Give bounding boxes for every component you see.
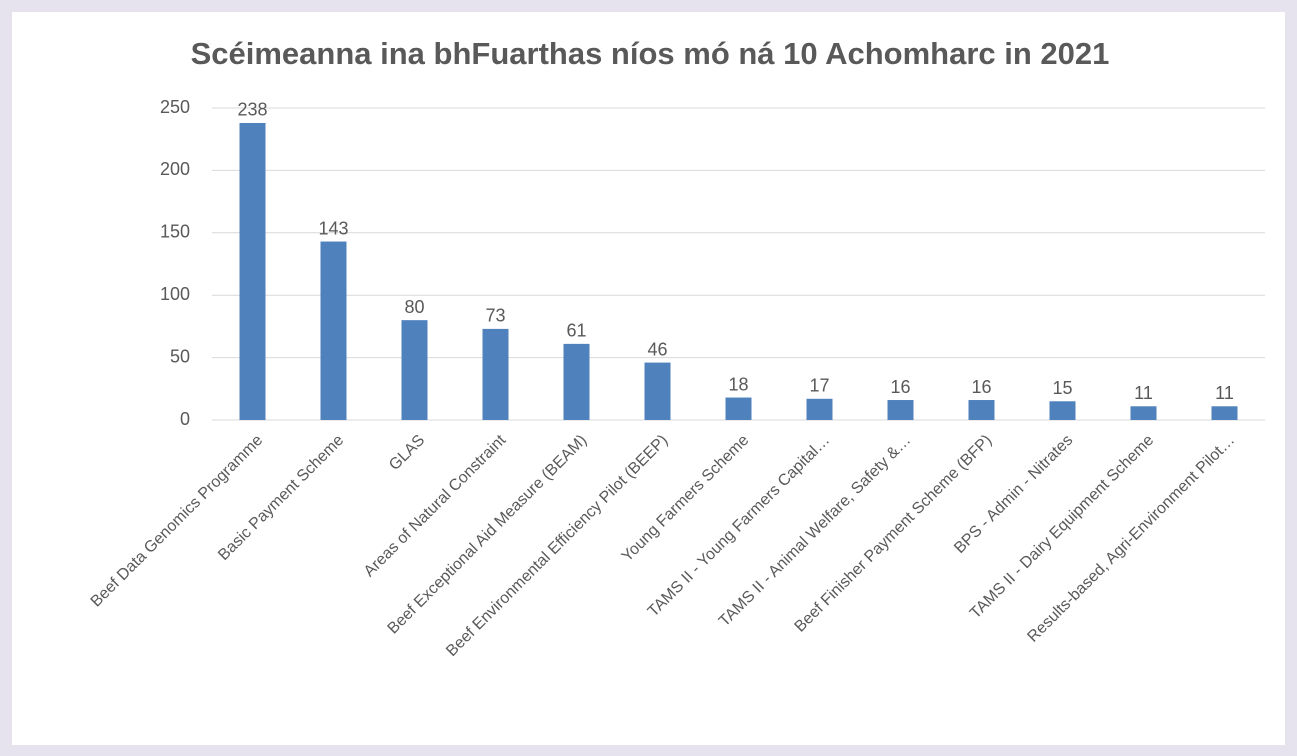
bar — [725, 397, 752, 420]
bar — [806, 398, 833, 420]
data-label: 73 — [485, 306, 505, 326]
y-tick-label: 50 — [170, 346, 190, 366]
data-label: 15 — [1052, 378, 1072, 398]
data-label: 11 — [1215, 383, 1234, 403]
data-label: 61 — [566, 321, 586, 341]
y-tick-label: 250 — [160, 97, 190, 117]
data-label: 17 — [809, 376, 829, 396]
chart-title: Scéimeanna ina bhFuarthas níos mó ná 10 … — [191, 36, 1110, 71]
data-label: 18 — [728, 374, 748, 394]
y-tick-label: 0 — [180, 409, 190, 429]
data-label: 143 — [318, 218, 348, 238]
bar — [401, 320, 428, 420]
data-label: 80 — [404, 297, 424, 317]
bar — [1211, 406, 1238, 420]
bar — [563, 343, 590, 420]
y-tick-label: 100 — [160, 284, 190, 304]
y-tick-label: 200 — [160, 159, 190, 179]
bar — [1049, 401, 1076, 420]
y-tick-label: 150 — [160, 222, 190, 242]
data-label: 16 — [890, 377, 910, 397]
data-label: 11 — [1134, 383, 1153, 403]
bar — [644, 362, 671, 420]
bar — [482, 328, 509, 420]
bar — [320, 241, 347, 420]
bar — [239, 122, 266, 420]
data-label: 16 — [971, 377, 991, 397]
data-label: 238 — [237, 100, 267, 120]
bar — [1130, 406, 1157, 420]
bar — [887, 400, 914, 420]
bar — [968, 400, 995, 420]
data-label: 46 — [647, 339, 667, 359]
